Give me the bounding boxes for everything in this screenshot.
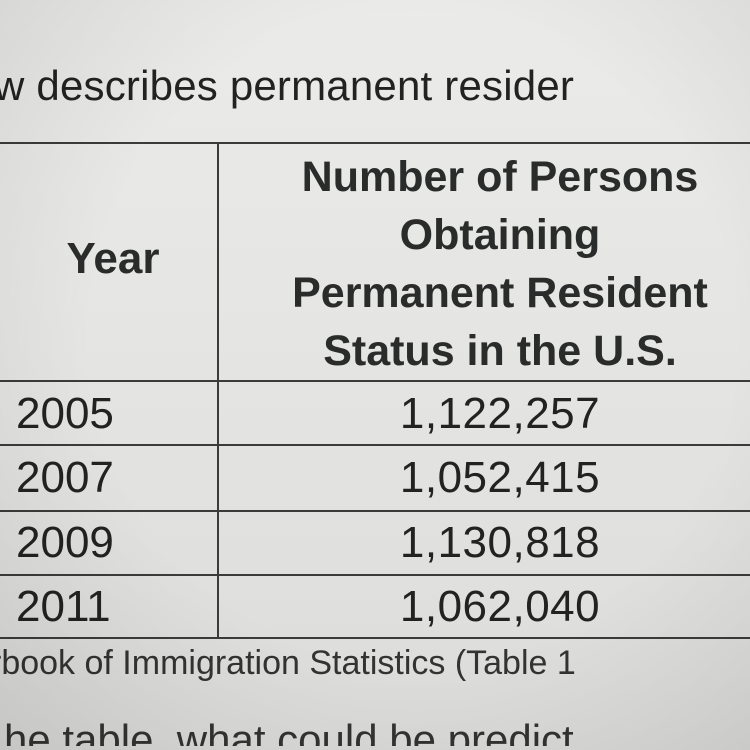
year-column-header: Year — [66, 234, 160, 283]
count-cell: 1,052,415 — [399, 453, 601, 502]
row-divider — [0, 510, 750, 512]
column-divider — [217, 142, 219, 639]
row-divider — [0, 574, 750, 576]
count-header-line: Permanent Resident — [292, 269, 708, 317]
intro-text: w describes permanent resider — [0, 62, 575, 109]
count-cell: 1,130,818 — [399, 518, 601, 567]
year-cell: 2009 — [16, 518, 114, 567]
year-cell: 2007 — [16, 453, 114, 502]
source-citation: rbook of Immigration Statistics (Table 1 — [0, 644, 576, 682]
header-bottom-border — [0, 380, 750, 382]
count-header-line: Number of Persons — [301, 153, 699, 201]
table-top-border — [0, 142, 750, 144]
count-header-line: Obtaining — [399, 211, 601, 259]
count-cell: 1,062,040 — [399, 582, 601, 631]
residency-table: Year Number of Persons Obtaining Permane… — [0, 142, 750, 639]
question-text: he table, what could be predict — [4, 716, 574, 750]
row-divider — [0, 444, 750, 446]
count-header-line: Status in the U.S. — [323, 327, 677, 375]
year-cell: 2011 — [16, 582, 111, 631]
table-bottom-border — [0, 637, 750, 639]
count-cell: 1,122,257 — [399, 389, 601, 438]
year-cell: 2005 — [16, 389, 114, 438]
count-column-header: Number of Persons Obtaining Permanent Re… — [220, 148, 750, 380]
